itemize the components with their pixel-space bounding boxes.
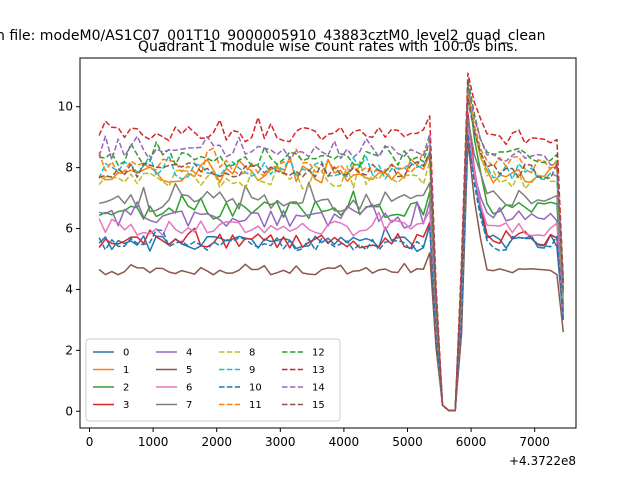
legend-box [85,338,341,422]
axes-frame [79,57,577,429]
legend-label-1: 1 [123,365,129,376]
series-line-4 [98,139,565,412]
legend-label-9: 9 [249,365,255,376]
series-line-7 [98,118,565,412]
legend-label-5: 5 [186,365,192,376]
legend-label-14: 14 [312,383,325,394]
x-tick-label: 7000 [519,435,550,449]
series-line-11 [98,90,565,412]
plot-area [98,72,565,412]
series-line-13 [98,72,565,412]
legend-label-0: 0 [123,348,129,359]
series-line-2 [98,81,565,412]
y-tick-label: 0 [65,404,73,418]
series-line-10 [98,133,565,412]
series-line-3 [98,112,565,412]
series-line-14 [98,84,565,412]
x-tick-label: 1000 [138,435,169,449]
legend-label-4: 4 [186,348,192,359]
x-offset-label: +4.3722e8 [509,454,576,468]
legend-label-12: 12 [312,348,325,359]
y-tick-label: 8 [65,161,73,175]
y-tick-label: 6 [65,222,73,236]
legend-label-7: 7 [186,400,192,411]
y-tick-label: 10 [58,100,73,114]
y-tick-label: 2 [65,343,73,357]
chart-title: Quadrant 1 module wise count rates with … [138,39,518,55]
x-tick-label: 2000 [201,435,232,449]
series-line-5 [98,139,565,412]
y-tick-label: 4 [65,282,73,296]
legend-label-15: 15 [312,400,325,411]
legend-label-11: 11 [249,400,262,411]
series-line-8 [98,90,565,412]
legend-label-8: 8 [249,348,255,359]
series-line-12 [99,78,565,412]
legend-label-2: 2 [123,383,129,394]
series-line-15 [98,96,565,412]
legend-label-6: 6 [186,383,192,394]
legend-label-13: 13 [312,365,325,376]
legend-label-3: 3 [123,400,129,411]
x-tick-label: 5000 [392,435,423,449]
x-tick-label: 0 [86,435,94,449]
x-tick-label: 6000 [456,435,487,449]
legend-label-10: 10 [249,383,262,394]
figure-suptitle: n file: modeM0/AS1C07_001T10_9000005910_… [0,28,545,44]
x-tick-label: 4000 [329,435,360,449]
series-line-6 [98,124,565,412]
x-tick-label: 3000 [265,435,296,449]
